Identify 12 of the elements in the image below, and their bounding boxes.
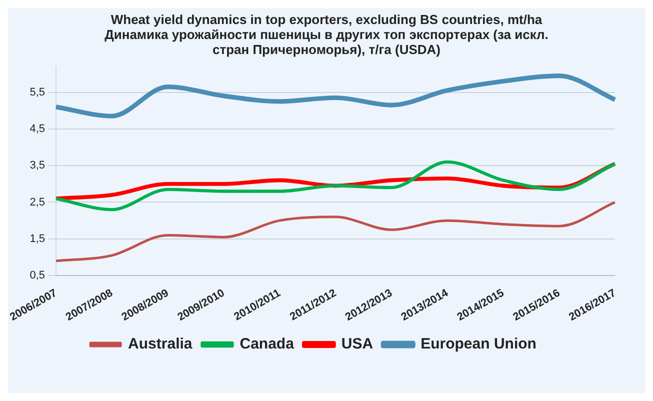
chart-subtitle: Динамика урожайности пшеницы в других топ экспортерах (за искл. стран Причерноморья), т/га (USDA) (104, 27, 550, 57)
y-tick-label: 1,5 (30, 232, 46, 245)
y-tick-label: 2,5 (30, 196, 46, 208)
y-tick-label: 5,5 (30, 86, 46, 98)
legend-label: European Union (420, 336, 536, 353)
legend-label: Canada (240, 336, 295, 353)
chart-title: Wheat yield dynamics in top exporters, excluding BS countries, mt/ha (110, 12, 544, 27)
legend-label: Australia (128, 336, 193, 353)
legend-label: USA (341, 336, 374, 353)
y-tick-label: 0,5 (30, 270, 46, 282)
y-tick-label: 4,5 (30, 122, 46, 135)
y-tick-label: 3,5 (30, 160, 46, 172)
